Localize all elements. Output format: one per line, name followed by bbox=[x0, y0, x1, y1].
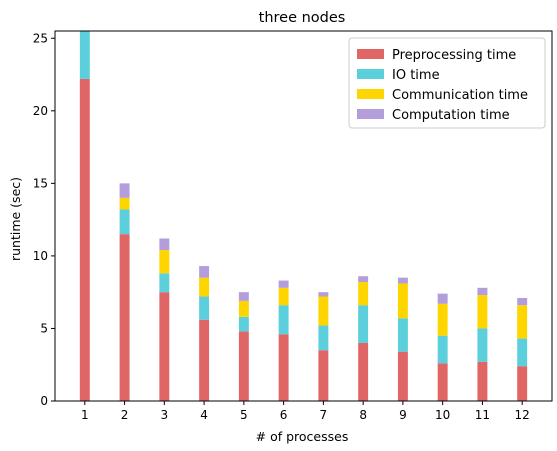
bar-segment-1-4 bbox=[199, 319, 210, 401]
legend-label: IO time bbox=[392, 68, 440, 83]
bar-segment-2-3 bbox=[159, 273, 170, 293]
bar-segment-4-9 bbox=[397, 277, 408, 284]
bar-segment-2-6 bbox=[278, 305, 289, 335]
y-tick-label: 0 bbox=[40, 394, 48, 408]
legend-swatch bbox=[357, 109, 384, 119]
x-tick-label: 10 bbox=[435, 408, 450, 422]
legend-swatch bbox=[357, 89, 384, 99]
bar-segment-1-10 bbox=[437, 363, 448, 401]
bar-segment-2-1 bbox=[79, 31, 90, 79]
bar-segment-1-7 bbox=[318, 350, 329, 401]
x-tick-label: 11 bbox=[475, 408, 490, 422]
x-tick-label: 6 bbox=[280, 408, 288, 422]
bar-segment-2-12 bbox=[517, 338, 528, 367]
x-tick-label: 5 bbox=[240, 408, 248, 422]
y-tick-label: 25 bbox=[33, 31, 48, 45]
legend-label: Communication time bbox=[392, 88, 528, 103]
legend-label: Preprocessing time bbox=[392, 48, 516, 63]
bar-segment-3-8 bbox=[358, 282, 369, 306]
bar-segment-2-5 bbox=[238, 316, 249, 332]
x-axis-label: # of processes bbox=[256, 429, 349, 444]
bar-segment-2-7 bbox=[318, 325, 329, 351]
bar-segment-1-1 bbox=[79, 78, 90, 401]
bar-segment-4-11 bbox=[477, 287, 488, 296]
plot-frame bbox=[54, 30, 553, 402]
bar-segment-3-9 bbox=[397, 283, 408, 319]
bar-segment-2-8 bbox=[358, 305, 369, 343]
bar-segment-3-7 bbox=[318, 296, 329, 326]
bar-segment-4-7 bbox=[318, 292, 329, 297]
bar-segment-4-10 bbox=[437, 293, 448, 304]
bar-segment-2-10 bbox=[437, 335, 448, 364]
y-tick-label: 5 bbox=[40, 321, 48, 335]
x-tick-label: 2 bbox=[121, 408, 129, 422]
chart-title: three nodes bbox=[259, 10, 346, 26]
bar-segment-2-9 bbox=[397, 318, 408, 352]
x-tick-label: 9 bbox=[399, 408, 407, 422]
bar-segment-3-12 bbox=[517, 305, 528, 339]
bar-segment-3-4 bbox=[199, 277, 210, 297]
bar-segment-3-2 bbox=[119, 197, 130, 210]
bar-segment-3-6 bbox=[278, 287, 289, 306]
y-tick-label: 10 bbox=[33, 249, 48, 263]
bar-segment-2-2 bbox=[119, 209, 130, 235]
y-tick-label: 15 bbox=[33, 176, 48, 190]
legend-box bbox=[348, 37, 546, 129]
bar-segment-4-5 bbox=[238, 292, 249, 301]
bar-segment-3-3 bbox=[159, 250, 170, 274]
x-tick-label: 3 bbox=[161, 408, 169, 422]
bar-segment-4-8 bbox=[358, 276, 369, 283]
x-tick-label: 7 bbox=[320, 408, 328, 422]
bar-segment-1-8 bbox=[358, 342, 369, 401]
bar-segment-1-3 bbox=[159, 292, 170, 401]
x-tick-label: 8 bbox=[359, 408, 367, 422]
bar-segment-1-5 bbox=[238, 331, 249, 401]
bar-segment-1-9 bbox=[397, 351, 408, 401]
x-tick-label: 1 bbox=[81, 408, 89, 422]
bar-segment-1-11 bbox=[477, 361, 488, 401]
x-axis: 1 2 3 4 5 6 7 8 9 10 11 12 bbox=[81, 401, 530, 422]
legend-swatch bbox=[357, 49, 384, 59]
legend-swatch bbox=[357, 69, 384, 79]
bar-segment-3-5 bbox=[238, 300, 249, 317]
bars-group bbox=[79, 31, 528, 401]
bar-segment-2-11 bbox=[477, 328, 488, 362]
y-axis: 0 5 10 15 20 25 bbox=[33, 31, 55, 408]
bar-segment-4-3 bbox=[159, 238, 170, 251]
legend-label: Computation time bbox=[392, 108, 510, 123]
bar-segment-3-11 bbox=[477, 295, 488, 329]
y-axis-label: runtime (sec) bbox=[8, 177, 23, 261]
legend: Preprocessing time IO time Communication t… bbox=[348, 37, 546, 129]
bar-segment-4-12 bbox=[517, 297, 528, 306]
bar-segment-2-4 bbox=[199, 296, 210, 320]
bar-segment-1-6 bbox=[278, 334, 289, 401]
bar-segment-4-4 bbox=[199, 266, 210, 278]
x-tick-label: 4 bbox=[200, 408, 208, 422]
bar-segment-3-10 bbox=[437, 303, 448, 336]
bar-segment-1-2 bbox=[119, 234, 130, 401]
bar-segment-4-6 bbox=[278, 280, 289, 288]
bar-segment-4-2 bbox=[119, 183, 130, 198]
x-tick-label: 12 bbox=[515, 408, 530, 422]
bar-segment-1-12 bbox=[517, 366, 528, 401]
y-tick-label: 20 bbox=[33, 104, 48, 118]
